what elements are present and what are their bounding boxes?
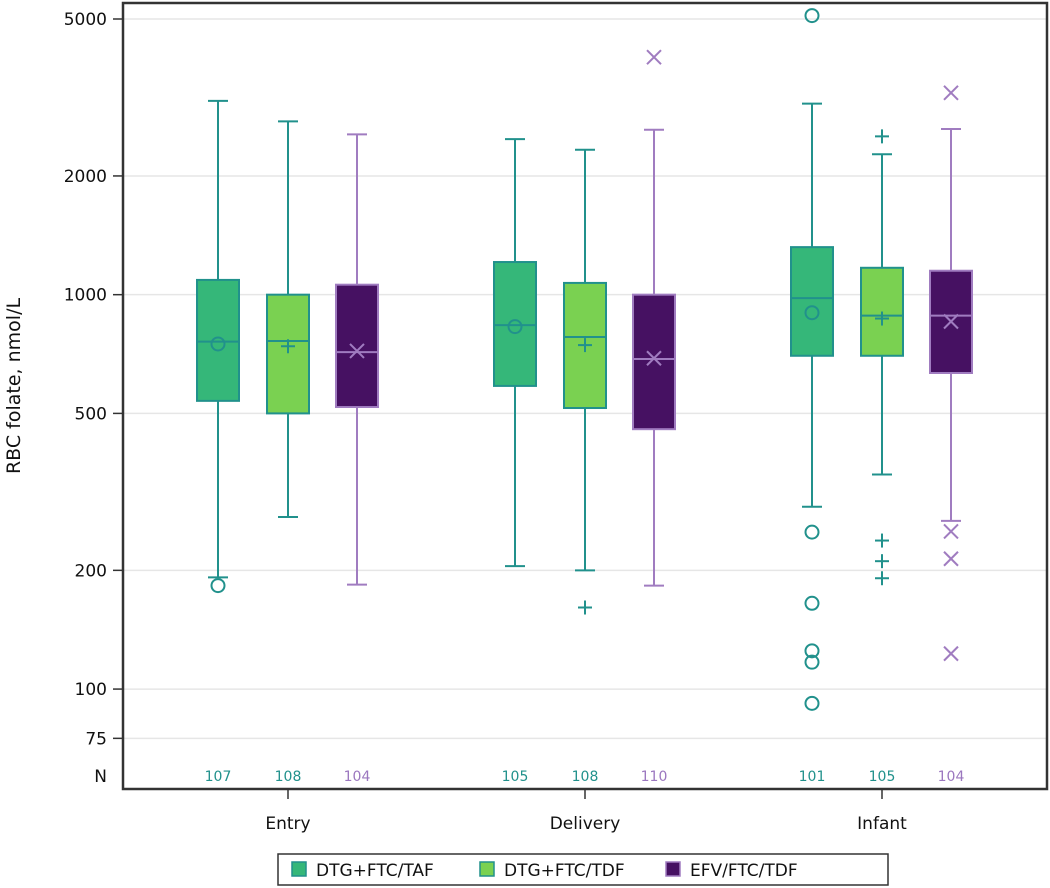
plot-area: 107 105 101 108 108 105 104 110 104 (196, 8, 973, 785)
marker-stroke (943, 85, 959, 101)
box-dtg-ftc-tdf-infant (860, 129, 904, 586)
y-tick-label: 500 (75, 404, 107, 424)
n-count-label: 107 (205, 769, 232, 785)
outlier-point (804, 643, 820, 659)
marker-stroke (646, 350, 662, 366)
iqr-box (266, 293, 310, 415)
box-efv-ftc-tdf-infant (929, 85, 973, 662)
outlier-point (646, 49, 662, 65)
mean-marker (875, 311, 889, 326)
x-axis: Entry Delivery Infant (265, 789, 907, 834)
legend-label: DTG+FTC/TDF (504, 861, 625, 881)
outlier-point (875, 533, 889, 548)
y-axis: 75 100 200 500 1000 2000 5000 (64, 10, 123, 749)
mean-marker (943, 313, 959, 330)
legend-swatch (479, 861, 495, 877)
n-count-label: 101 (799, 769, 826, 785)
legend-item: DTG+FTC/TAF (291, 861, 434, 881)
legend-label: DTG+FTC/TAF (316, 861, 434, 881)
mean-marker (646, 350, 662, 366)
legend-box (277, 853, 889, 886)
iqr-box (335, 283, 379, 409)
marker-stroke (943, 551, 959, 567)
legend-item: EFV/FTC/TDF (665, 861, 798, 881)
y-axis-label: RBC folate, nmol/L (3, 298, 25, 475)
iqr-box (196, 278, 240, 402)
box-dtg-ftc-tdf-entry (266, 120, 310, 519)
n-count-label: 110 (641, 769, 668, 785)
n-row-label: N (94, 767, 107, 787)
x-category-label: Delivery (550, 814, 621, 834)
marker-stroke (943, 645, 959, 662)
n-count-label: 105 (502, 769, 529, 785)
n-count-label: 104 (344, 769, 371, 785)
x-category-label: Entry (265, 814, 310, 834)
box-dtg-ftc-tdf-delivery (563, 148, 607, 615)
legend-swatch (665, 861, 681, 877)
y-tick-label: 2000 (64, 167, 107, 187)
marker-stroke (349, 343, 365, 359)
n-count-label: 105 (869, 769, 896, 785)
box-efv-ftc-tdf-entry (335, 133, 379, 586)
legend: DTG+FTC/TAF DTG+FTC/TDF EFV/FTC/TDF (277, 853, 889, 886)
marker-stroke (943, 523, 959, 540)
box-dtg-ftc-taf-delivery (493, 138, 537, 568)
outlier-point (804, 654, 820, 670)
mean-marker (210, 336, 226, 352)
y-tick-label: 200 (75, 561, 107, 581)
outlier-point (943, 523, 959, 540)
outlier-point (804, 695, 820, 711)
outlier-point (943, 85, 959, 101)
outlier-point (804, 595, 820, 611)
y-tick-label: 1000 (64, 286, 107, 306)
marker-stroke (646, 49, 662, 65)
mean-marker (349, 343, 365, 359)
y-tick-label: 5000 (64, 10, 107, 30)
box-dtg-ftc-taf-entry (196, 99, 240, 594)
iqr-box (632, 293, 676, 431)
outlier-point (210, 578, 226, 594)
y-tick-label: 100 (75, 680, 107, 700)
n-count-label: 104 (938, 769, 965, 785)
mean-marker (281, 339, 295, 354)
outlier-point (804, 8, 820, 24)
iqr-box (493, 261, 537, 387)
y-tick-label: 75 (85, 729, 107, 749)
n-count-label: 108 (572, 769, 599, 785)
marker-stroke (943, 313, 959, 330)
legend-item: DTG+FTC/TDF (479, 861, 625, 881)
outlier-point (875, 571, 889, 586)
n-count-label: 108 (275, 769, 302, 785)
outlier-point (943, 551, 959, 567)
mean-marker (578, 338, 592, 353)
outlier-point (943, 645, 959, 662)
outlier-point (804, 524, 820, 540)
box-efv-ftc-tdf-delivery (632, 49, 676, 587)
legend-label: EFV/FTC/TDF (690, 861, 798, 881)
outlier-point (875, 554, 889, 569)
outlier-point (875, 129, 889, 144)
box-dtg-ftc-taf-infant (790, 8, 834, 711)
mean-marker (804, 305, 820, 321)
mean-marker (507, 319, 523, 335)
legend-swatch (291, 861, 307, 877)
iqr-box (790, 246, 834, 357)
outlier-point (578, 600, 592, 615)
x-category-label: Infant (857, 814, 907, 834)
